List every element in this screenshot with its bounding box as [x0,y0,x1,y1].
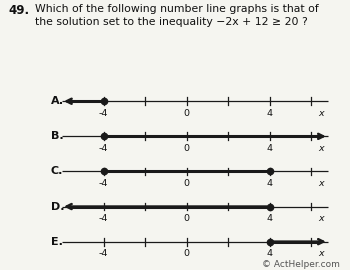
Text: C.: C. [51,166,63,177]
Text: © ActHelper.com: © ActHelper.com [262,260,340,269]
Text: 0: 0 [184,179,190,188]
Text: 4: 4 [267,109,273,118]
Text: D.: D. [51,201,64,212]
Text: -4: -4 [99,214,108,223]
Text: -4: -4 [99,179,108,188]
Text: -4: -4 [99,109,108,118]
Text: 4: 4 [267,179,273,188]
Text: 0: 0 [184,214,190,223]
Text: -4: -4 [99,249,108,258]
Text: 4: 4 [267,144,273,153]
Text: x: x [318,144,324,153]
Text: -4: -4 [99,144,108,153]
Text: x: x [318,249,324,258]
Text: Which of the following number line graphs is that of
the solution set to the ine: Which of the following number line graph… [35,4,319,27]
Text: 4: 4 [267,249,273,258]
Text: x: x [318,214,324,223]
Text: x: x [318,179,324,188]
Text: A.: A. [51,96,64,106]
Text: 49.: 49. [9,4,30,17]
Text: 0: 0 [184,144,190,153]
Text: 4: 4 [267,214,273,223]
Text: 0: 0 [184,249,190,258]
Text: x: x [318,109,324,118]
Text: 0: 0 [184,109,190,118]
Text: E.: E. [51,237,63,247]
Text: B.: B. [51,131,63,141]
